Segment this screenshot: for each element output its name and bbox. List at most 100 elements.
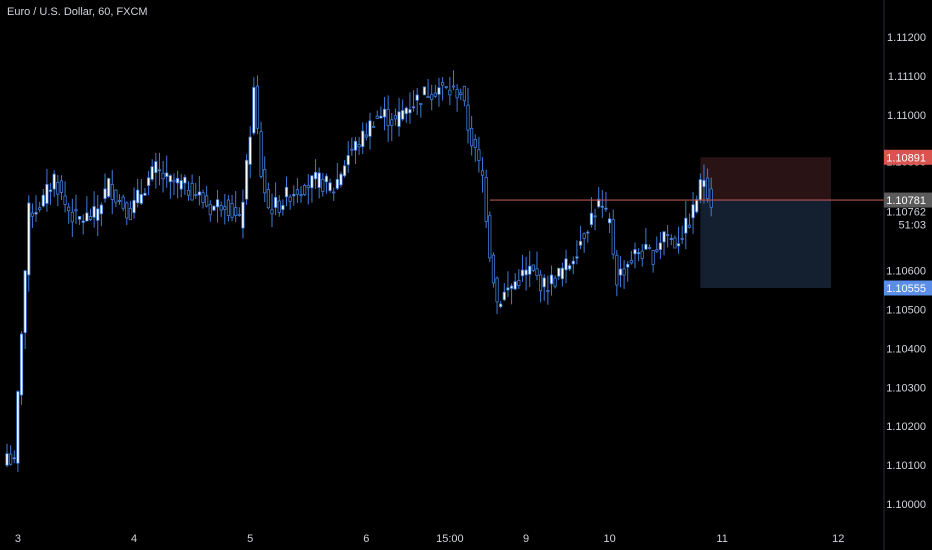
candle-body — [179, 180, 183, 190]
candle-body — [45, 183, 49, 204]
candle-body — [237, 214, 241, 216]
candle-body — [12, 457, 16, 460]
candle-body — [408, 109, 412, 114]
candle-body — [121, 196, 125, 209]
candle-body — [9, 453, 13, 465]
candle-body — [197, 191, 201, 196]
candle-body — [165, 172, 169, 177]
candle-body — [92, 206, 96, 218]
candle-body — [597, 198, 601, 208]
candle-body — [114, 189, 118, 203]
candle-body — [604, 207, 608, 210]
candle-body — [27, 202, 31, 276]
candle-body — [263, 169, 267, 194]
candle-body — [183, 176, 187, 184]
candle-body — [139, 194, 143, 204]
price-tick-label: 1.10000 — [886, 499, 926, 511]
candle-body — [335, 178, 339, 189]
candle-body — [528, 265, 532, 275]
candle-body — [466, 104, 470, 131]
candle-body — [208, 204, 212, 216]
candle-body — [241, 201, 245, 229]
time-tick-label: 5 — [247, 533, 253, 545]
candle-body — [426, 96, 430, 99]
candle-body — [524, 269, 528, 276]
candle-body — [451, 85, 456, 88]
candle-body — [397, 111, 401, 127]
candle-body — [38, 207, 42, 210]
candle-body — [332, 191, 336, 194]
candle-body — [154, 161, 158, 174]
take-profit-zone[interactable] — [700, 200, 832, 289]
candle-body — [578, 240, 583, 246]
candle-body — [274, 196, 278, 208]
candle-body — [219, 205, 223, 211]
candle-body — [350, 148, 354, 151]
price-axis[interactable]: 1.11200 1.11100 1.11000 1.10600 1.10500 1.104… — [886, 32, 926, 511]
time-tick-label: 6 — [363, 533, 369, 545]
candle-body — [549, 274, 554, 285]
candle-body — [582, 233, 586, 239]
time-axis[interactable]: 3 4 5 6 15:00 9 10 11 12 — [15, 533, 845, 545]
candle-body — [629, 259, 633, 264]
candle-body — [488, 215, 492, 259]
candle-body — [491, 254, 496, 284]
candle-body — [150, 166, 154, 180]
price-tick-label: 1.10200 — [886, 421, 926, 433]
candle-body — [117, 199, 122, 202]
time-tick-label: 3 — [15, 533, 21, 545]
price-tick-label: 1.10400 — [886, 343, 926, 355]
candle-body — [19, 333, 24, 396]
candle-body — [328, 182, 332, 191]
candle-body — [339, 173, 343, 186]
candle-body — [234, 207, 238, 216]
candle-body — [557, 267, 561, 277]
candle-body — [146, 177, 151, 186]
candle-body — [502, 291, 506, 301]
candle-body — [215, 199, 220, 208]
candle-body — [168, 175, 172, 183]
candle-body — [52, 173, 56, 190]
candle-body — [506, 287, 510, 291]
candle-body — [640, 250, 644, 259]
candle-body — [70, 211, 74, 223]
candle-body — [288, 196, 292, 202]
candle-body — [81, 220, 85, 223]
candle-body — [190, 183, 194, 201]
candle-body — [676, 243, 681, 247]
candle-body — [673, 237, 677, 249]
candle-body — [16, 391, 20, 464]
candle-body — [270, 209, 274, 215]
candle-body — [194, 194, 198, 196]
candle-body — [375, 115, 379, 119]
candle-body — [626, 263, 630, 268]
candle-body — [470, 127, 474, 147]
candle-body — [393, 115, 398, 120]
stop-loss-zone[interactable] — [700, 157, 832, 201]
candle-body — [702, 179, 706, 188]
candle-body — [666, 234, 670, 237]
candle-body — [324, 175, 329, 183]
time-tick-label: 4 — [131, 533, 137, 545]
candle-body — [509, 285, 514, 289]
candle-body — [176, 178, 180, 184]
candle-body — [132, 199, 136, 214]
candle-body — [342, 165, 347, 177]
candle-body — [110, 184, 114, 200]
candle-body — [161, 172, 165, 180]
candle-body — [586, 231, 590, 234]
candle-body — [404, 107, 408, 115]
bar-countdown-label: 51:03 — [898, 219, 926, 231]
candle-body — [684, 217, 688, 234]
candle-body — [67, 206, 71, 212]
candle-body — [41, 194, 45, 207]
candle-body — [244, 159, 249, 200]
candle-body — [607, 218, 612, 224]
price-tick-label: 1.10600 — [886, 266, 926, 278]
last-price-label: 1.10762 — [886, 206, 926, 218]
candle-body — [440, 81, 445, 86]
price-tick-label: 1.11000 — [887, 110, 926, 122]
candle-body — [499, 303, 503, 308]
candle-body — [444, 86, 448, 88]
